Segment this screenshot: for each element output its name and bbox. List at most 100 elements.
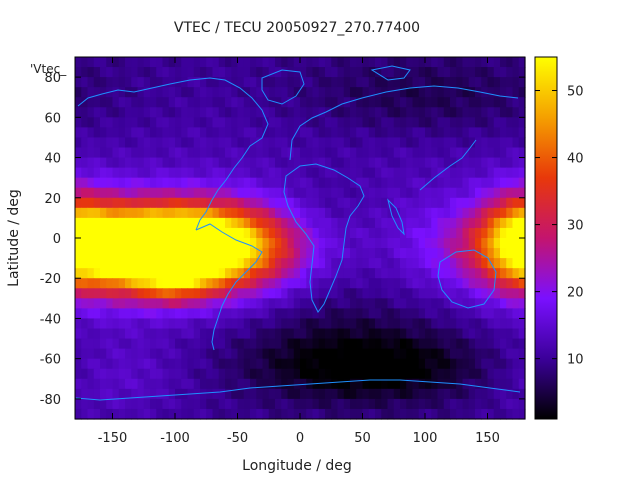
heat-cell xyxy=(493,167,501,179)
heat-cell xyxy=(206,368,214,380)
heat-cell xyxy=(375,97,382,108)
heat-cell xyxy=(181,368,189,380)
heat-cell xyxy=(312,177,320,189)
heat-cell xyxy=(150,67,157,78)
heat-cell xyxy=(400,248,407,259)
heat-cell xyxy=(275,258,282,269)
heat-cell xyxy=(237,378,245,390)
heat-cell xyxy=(81,328,89,340)
heat-cell xyxy=(406,77,414,88)
heat-cell xyxy=(93,308,101,320)
heat-cell xyxy=(293,268,301,279)
heat-cell xyxy=(218,248,226,259)
heat-cell xyxy=(375,378,382,390)
heat-cell xyxy=(156,258,164,269)
heat-cell xyxy=(300,328,307,340)
heat-cell xyxy=(268,328,276,340)
heat-cell xyxy=(100,258,107,269)
heat-cell xyxy=(150,177,157,189)
heat-cell xyxy=(493,368,501,380)
heat-cell xyxy=(112,338,120,350)
heat-cell xyxy=(450,117,457,128)
heat-cell xyxy=(75,248,82,259)
heat-cell xyxy=(131,157,139,169)
heat-cell xyxy=(75,77,82,88)
heat-cell xyxy=(425,127,432,139)
heat-cell xyxy=(181,408,189,420)
heat-cell xyxy=(331,137,339,149)
heat-cell xyxy=(150,77,157,88)
heat-cell xyxy=(93,368,101,380)
heat-cell xyxy=(137,308,145,320)
heat-cell xyxy=(400,388,407,400)
heat-cell xyxy=(312,328,320,340)
heat-cell xyxy=(306,67,314,78)
heat-cell xyxy=(231,398,239,410)
heat-cell xyxy=(237,137,245,149)
heat-cell xyxy=(112,127,120,139)
heat-cell xyxy=(306,97,314,108)
heat-cell xyxy=(112,308,120,320)
heat-cell xyxy=(168,328,176,340)
heat-cell xyxy=(306,137,314,149)
heat-cell xyxy=(506,348,514,360)
heat-cell xyxy=(300,278,307,289)
heat-cell xyxy=(87,408,95,420)
heat-cell xyxy=(462,238,470,249)
heat-cell xyxy=(487,268,495,279)
heat-cell xyxy=(125,348,132,360)
heat-cell xyxy=(93,398,101,410)
y-tick-label: 40 xyxy=(44,152,61,167)
heat-cell xyxy=(218,117,226,128)
heat-cell xyxy=(93,157,101,169)
heat-cell xyxy=(206,308,214,320)
heat-cell xyxy=(150,197,157,209)
heat-cell xyxy=(87,187,95,199)
heat-cell xyxy=(256,318,264,330)
heat-cell xyxy=(200,348,207,360)
heat-cell xyxy=(100,127,107,139)
heat-cell xyxy=(337,107,345,118)
heat-cell xyxy=(293,398,301,410)
heat-cell xyxy=(231,87,239,98)
heat-cell xyxy=(400,278,407,289)
heat-cell xyxy=(450,348,457,360)
heat-cell xyxy=(487,57,495,68)
heat-cell xyxy=(231,107,239,118)
heat-cell xyxy=(118,338,126,350)
heat-cell xyxy=(125,378,132,390)
heat-cell xyxy=(193,227,201,239)
heat-cell xyxy=(168,87,176,98)
heat-cell xyxy=(275,147,282,159)
heat-cell xyxy=(393,398,401,410)
heat-cell xyxy=(468,248,476,259)
heat-cell xyxy=(81,207,89,219)
heat-cell xyxy=(75,157,82,169)
heat-cell xyxy=(156,338,164,350)
heat-cell xyxy=(262,278,270,289)
heat-cell xyxy=(356,358,364,370)
heat-cell xyxy=(231,298,239,309)
heat-cell xyxy=(375,268,382,279)
heat-cell xyxy=(168,137,176,149)
heat-cell xyxy=(237,408,245,420)
heat-cell xyxy=(337,57,345,68)
heat-cell xyxy=(318,207,326,219)
heat-cell xyxy=(406,388,414,400)
heat-cell xyxy=(281,238,289,249)
heat-cell xyxy=(362,127,370,139)
heat-cell xyxy=(481,117,489,128)
heat-cell xyxy=(87,77,95,88)
heat-cell xyxy=(106,207,114,219)
heat-cell xyxy=(450,77,457,88)
heat-cell xyxy=(368,248,376,259)
y-tick-label: 0 xyxy=(53,232,61,247)
heat-cell xyxy=(418,348,426,360)
heat-cell xyxy=(118,238,126,249)
heat-cell xyxy=(81,358,89,370)
heat-cell xyxy=(512,238,520,249)
heat-cell xyxy=(237,217,245,229)
heat-cell xyxy=(87,328,95,340)
heat-cell xyxy=(293,298,301,309)
heat-cell xyxy=(131,258,139,269)
